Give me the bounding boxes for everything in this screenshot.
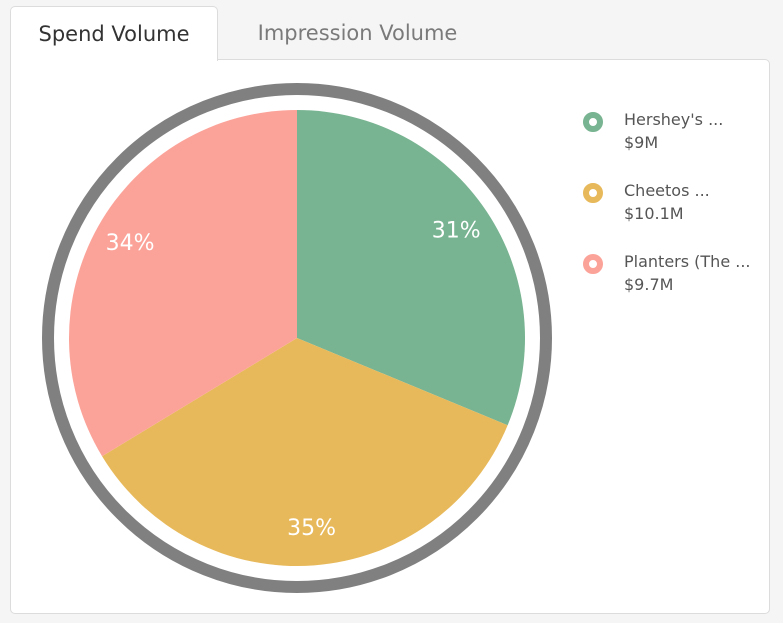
legend-value: $9M: [624, 133, 659, 152]
chart-panel: 31% 35% 34% Hershey's ... $9M Cheetos ... …: [10, 59, 770, 614]
legend-marker-icon: [583, 183, 603, 203]
legend-value: $10.1M: [624, 204, 684, 223]
slice-percent-label: 35%: [287, 516, 336, 541]
legend-name: Planters (The ...: [624, 252, 751, 271]
pie-slice[interactable]: [102, 338, 508, 566]
tab-spend-volume[interactable]: Spend Volume: [10, 6, 218, 61]
slice-percent-label: 31%: [432, 219, 481, 244]
pie-slice[interactable]: [69, 110, 297, 457]
pie-chart: 31% 35% 34%: [42, 83, 552, 593]
legend-item[interactable]: Cheetos ... $10.1M: [583, 179, 768, 250]
legend-value: $9.7M: [624, 275, 674, 294]
legend-name: Cheetos ...: [624, 181, 710, 200]
tab-impression-volume[interactable]: Impression Volume: [257, 21, 458, 45]
pie-outer-ring: [42, 83, 552, 593]
legend: Hershey's ... $9M Cheetos ... $10.1M Pla…: [583, 108, 768, 321]
legend-marker-icon: [583, 254, 603, 274]
legend-name: Hershey's ...: [624, 110, 724, 129]
tab-bar: Spend Volume Impression Volume: [10, 6, 770, 61]
legend-marker-icon: [583, 112, 603, 132]
pie-slice[interactable]: [297, 110, 525, 426]
slice-percent-label: 34%: [106, 231, 155, 256]
legend-item[interactable]: Planters (The ... $9.7M: [583, 250, 768, 321]
legend-item[interactable]: Hershey's ... $9M: [583, 108, 768, 179]
